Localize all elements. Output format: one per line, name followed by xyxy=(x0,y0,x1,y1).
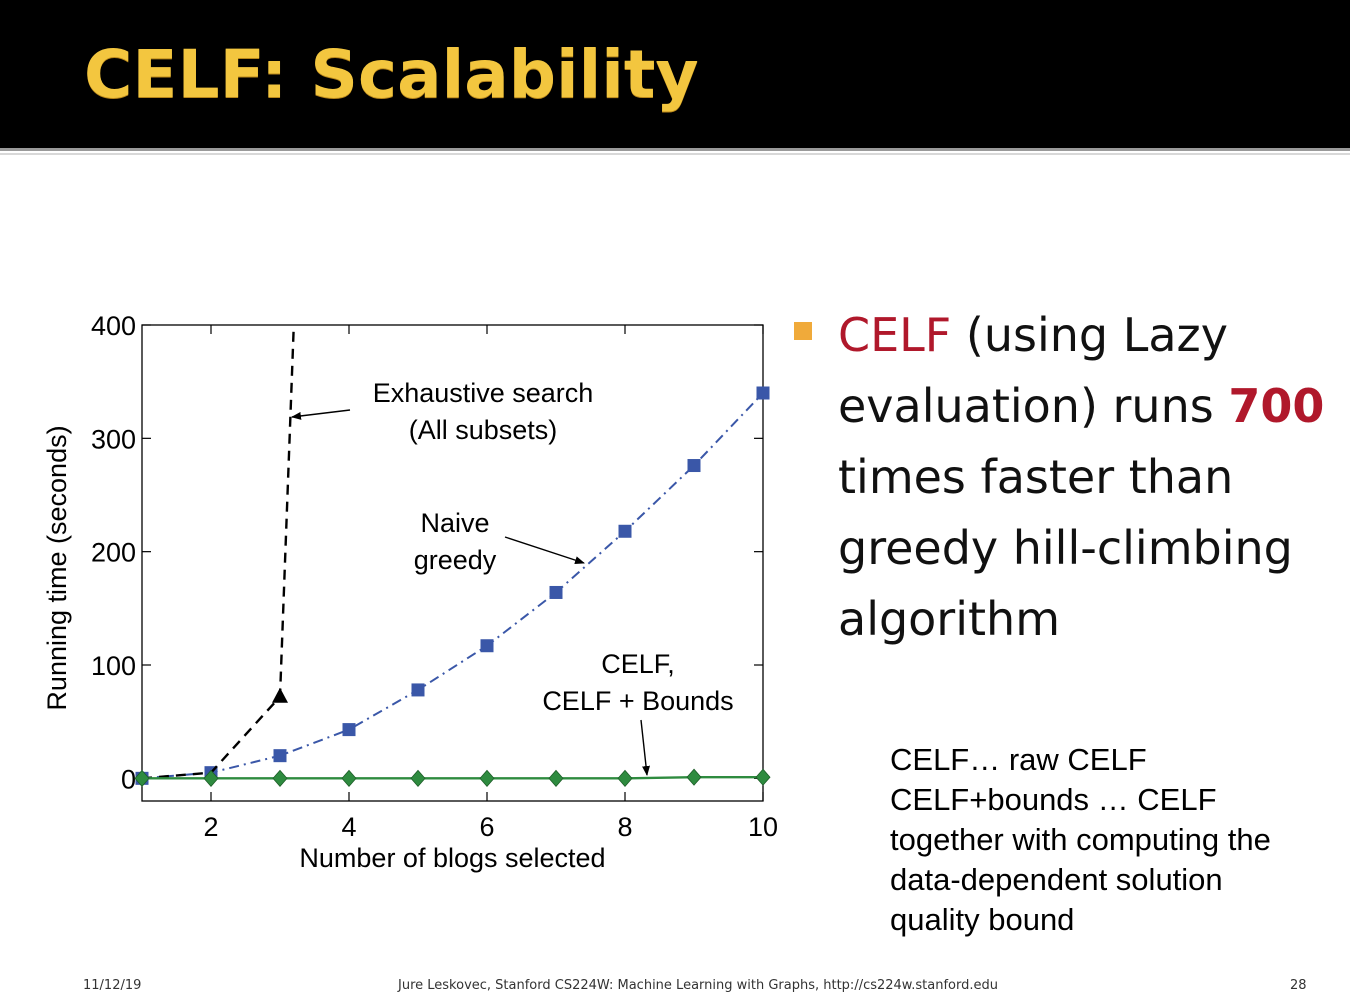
annotation-naive-sub: greedy xyxy=(414,545,497,575)
annotation-exhaustive-sub: (All subsets) xyxy=(409,415,558,445)
celf-point xyxy=(548,769,564,787)
bullet-marker xyxy=(794,322,812,340)
bullet-celf: CELF xyxy=(838,308,952,362)
note-line: quality bound xyxy=(890,902,1075,937)
x-tick-label: 8 xyxy=(617,812,632,842)
y-tick-label: 0 xyxy=(121,764,136,794)
y-tick-label: 200 xyxy=(91,538,136,568)
y-axis-label: Running time (seconds) xyxy=(42,425,72,710)
x-tick-label: 2 xyxy=(203,812,218,842)
x-axis-label: Number of blogs selected xyxy=(299,843,605,873)
y-tick-label: 100 xyxy=(91,651,136,681)
naive-arrow xyxy=(504,536,585,564)
footer-page-number: 28 xyxy=(1290,978,1307,993)
celf-point xyxy=(479,769,495,787)
x-tick-label: 6 xyxy=(479,812,494,842)
bullet-speedup: 700 xyxy=(1228,379,1325,433)
naive-greedy-point xyxy=(618,524,632,538)
annotation-celf: CELF, xyxy=(601,649,675,679)
naive-greedy-point xyxy=(273,749,287,763)
exhaustive-search-point xyxy=(272,687,288,703)
y-tick-label: 400 xyxy=(91,311,136,341)
x-tick-label: 4 xyxy=(341,812,356,842)
note-line: CELF… raw CELF xyxy=(890,742,1147,777)
running-time-chart: 0 100 200 300 400 2 4 6 8 10 Number of blogs selec… xyxy=(42,311,778,873)
naive-greedy-line xyxy=(141,392,764,780)
title-divider-light xyxy=(0,153,1350,155)
celf-point xyxy=(341,769,357,787)
celf-arrow xyxy=(640,719,651,776)
naive-greedy-point xyxy=(342,723,356,737)
naive-greedy-point xyxy=(549,585,563,599)
bullet-text-b: times faster than greedy hill-climbing a… xyxy=(838,450,1293,646)
footer-date: 11/12/19 xyxy=(83,978,142,993)
celf-point xyxy=(272,769,288,787)
exhaustive-arrow xyxy=(291,409,351,420)
celf-point xyxy=(134,769,150,787)
naive-greedy-point xyxy=(687,459,701,473)
naive-greedy-point xyxy=(480,639,494,653)
celf-point xyxy=(410,769,426,787)
celf-point xyxy=(686,768,702,786)
naive-greedy-point xyxy=(411,683,425,697)
note-line: data-dependent solution xyxy=(890,862,1223,897)
annotation-celf-sub: CELF + Bounds xyxy=(542,686,733,716)
y-tick-label: 300 xyxy=(91,424,136,454)
celf-note: CELF… raw CELF CELF+bounds … CELF togeth… xyxy=(890,740,1330,940)
note-line: CELF+bounds … CELF xyxy=(890,782,1217,817)
celf-point xyxy=(755,768,771,786)
annotation-exhaustive: Exhaustive search xyxy=(373,378,594,408)
note-line: together with computing the xyxy=(890,822,1271,857)
naive-greedy-point xyxy=(756,386,770,400)
title-divider xyxy=(0,148,1350,151)
slide-title: CELF: Scalability xyxy=(84,36,699,113)
exhaustive-search-line xyxy=(141,324,295,780)
bullet-point: CELF (using Lazy evaluation) runs 700 ti… xyxy=(838,300,1338,655)
footer-credit: Jure Leskovec, Stanford CS224W: Machine … xyxy=(398,978,998,993)
plot-frame xyxy=(141,324,764,802)
title-bar: CELF: Scalability xyxy=(0,0,1350,148)
celf-point xyxy=(617,769,633,787)
bullet-text-a: (using Lazy evaluation) runs xyxy=(838,308,1229,433)
celf-point xyxy=(203,769,219,787)
annotation-naive: Naive xyxy=(420,508,489,538)
celf-line xyxy=(142,776,763,780)
x-tick-label: 10 xyxy=(748,812,778,842)
